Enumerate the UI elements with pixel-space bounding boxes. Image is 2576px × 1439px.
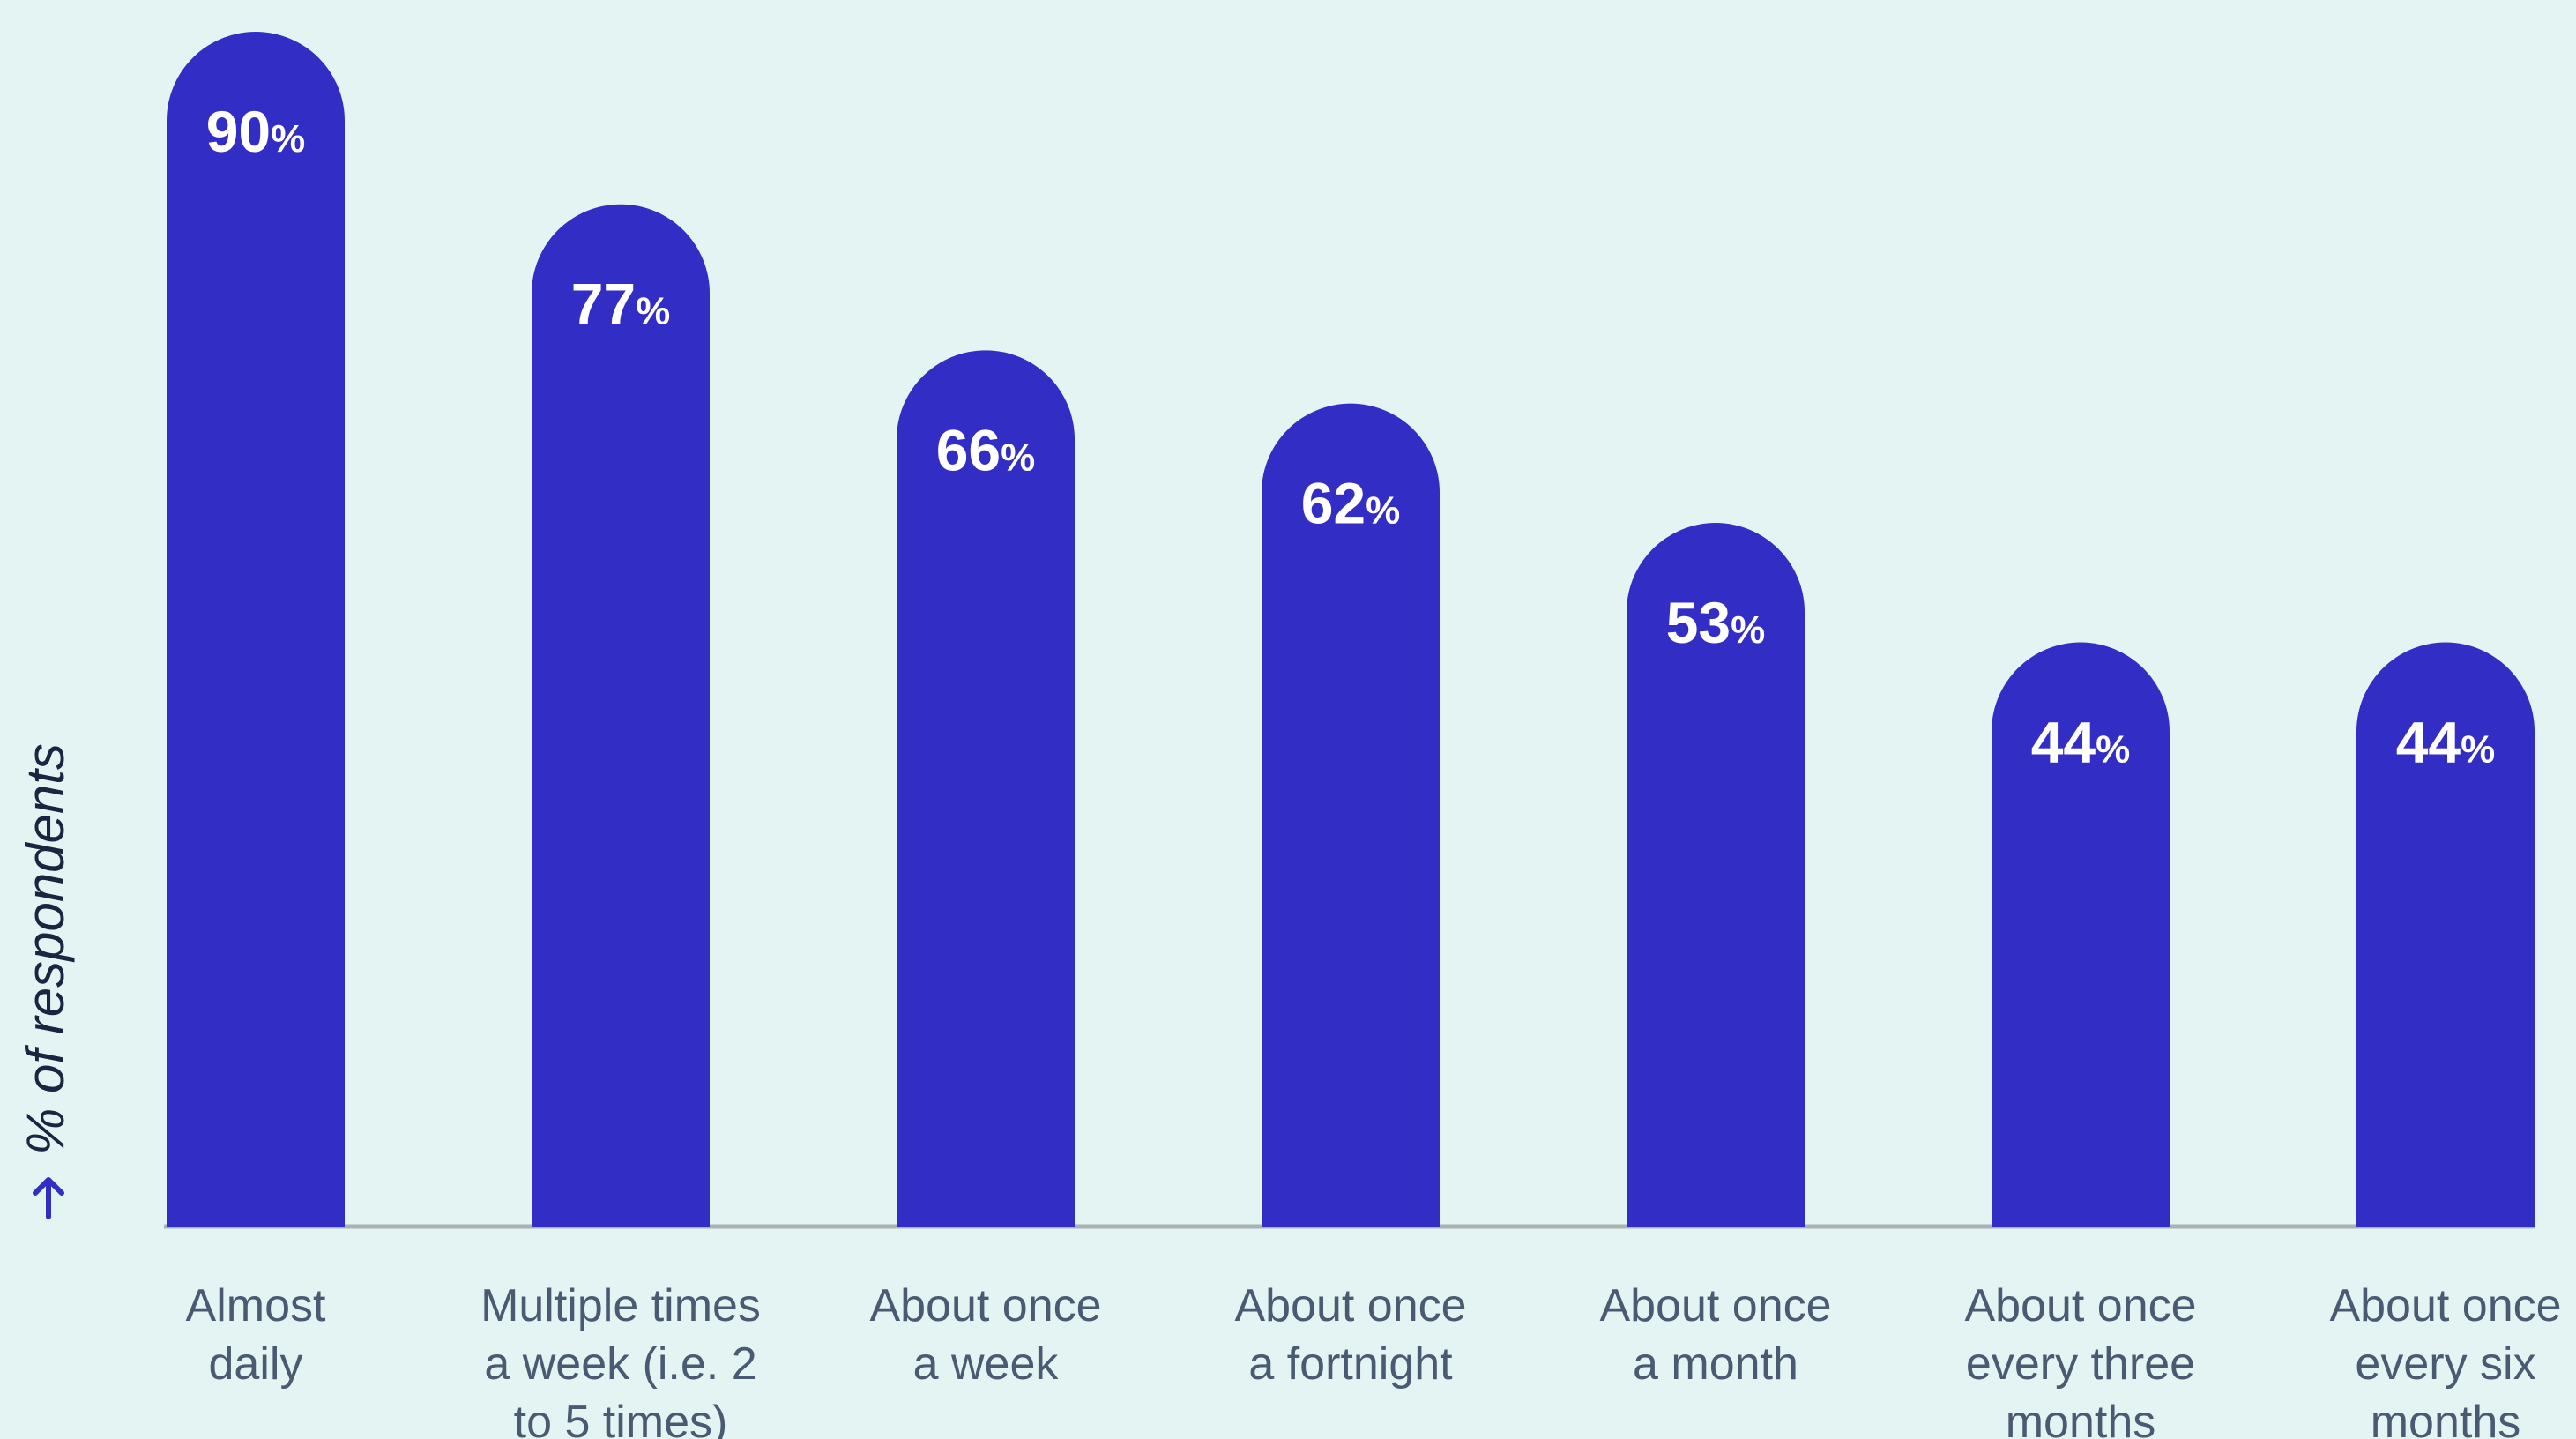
bar-value-label: 44% [2031, 710, 2131, 775]
category-label-line: a week (i.e. 2 [484, 1338, 756, 1390]
bar-value-unit: % [1001, 436, 1035, 479]
category-label: About once every three months [1964, 1280, 2196, 1439]
bar [532, 204, 710, 1227]
category-label: About once every six months [2329, 1280, 2561, 1439]
bar-value-label: 77% [571, 272, 671, 337]
category-label-line: a week [913, 1338, 1060, 1390]
value-labels-group: 90%77%66%62%53%44% 44% [206, 99, 2496, 775]
bar-value-label: 53% [1666, 590, 1766, 655]
category-label-line: About once [2329, 1280, 2561, 1331]
bar-value-unit: % [1366, 489, 1400, 533]
category-label-line: daily [209, 1338, 303, 1390]
bar [2356, 642, 2535, 1227]
bars-group [167, 32, 2535, 1227]
category-label-line: About once [1234, 1280, 1466, 1331]
category-label-line: About once [869, 1280, 1101, 1331]
bar [1627, 523, 1805, 1227]
category-label: About once a fortnight [1234, 1280, 1466, 1390]
category-label: Multiple times a week (i.e. 2 to 5 times) [480, 1280, 761, 1439]
bar [897, 350, 1075, 1227]
bar-value-number: 66 [936, 417, 1001, 482]
bar [1992, 642, 2170, 1227]
category-label-line: About once [1964, 1280, 2196, 1331]
bar-value-number: 44 [2031, 710, 2096, 775]
category-label: About once a month [1599, 1280, 1831, 1390]
arrow-up-icon [33, 1177, 64, 1219]
bar-value-label: 66% [936, 417, 1036, 482]
bar-value-number: 44 [2396, 710, 2461, 775]
bar-value-number: 62 [1301, 471, 1366, 536]
bar-value-number: 90 [206, 99, 271, 164]
category-label-line: About once [1599, 1280, 1831, 1331]
bar [167, 32, 345, 1227]
y-axis-label-group: % of respondents [16, 743, 75, 1219]
bar-value-unit: % [2096, 728, 2130, 772]
category-labels-group: Almost daily Multiple times a week (i.e. 2 t… [186, 1280, 2562, 1439]
category-label-line: a month [1633, 1338, 1798, 1390]
category-label-line: Almost [186, 1280, 326, 1331]
bar-value-unit: % [636, 290, 670, 333]
bar-value-number: 77 [571, 272, 636, 337]
category-label: Almost daily [186, 1280, 326, 1390]
bar-value-number: 53 [1666, 590, 1731, 655]
y-axis-label: % of respondents [16, 743, 75, 1155]
bar-value-label: 90% [206, 99, 306, 164]
bar-value-unit: % [1731, 608, 1765, 652]
bar [1262, 403, 1440, 1227]
bar-value-label: 44% [2396, 710, 2496, 775]
category-label-line: every six [2355, 1338, 2535, 1390]
category-label-line: months [2006, 1397, 2156, 1439]
bar-value-unit: % [2461, 728, 2495, 772]
category-label: About once a week [869, 1280, 1101, 1390]
category-label-line: Multiple times [480, 1280, 761, 1331]
bar-value-unit: % [271, 117, 305, 160]
bar-value-label: 62% [1301, 471, 1401, 536]
category-label-line: a fortnight [1248, 1338, 1453, 1390]
category-label-line: months [2371, 1397, 2521, 1439]
category-label-line: to 5 times) [514, 1397, 728, 1439]
category-label-line: every three [1966, 1338, 2195, 1390]
